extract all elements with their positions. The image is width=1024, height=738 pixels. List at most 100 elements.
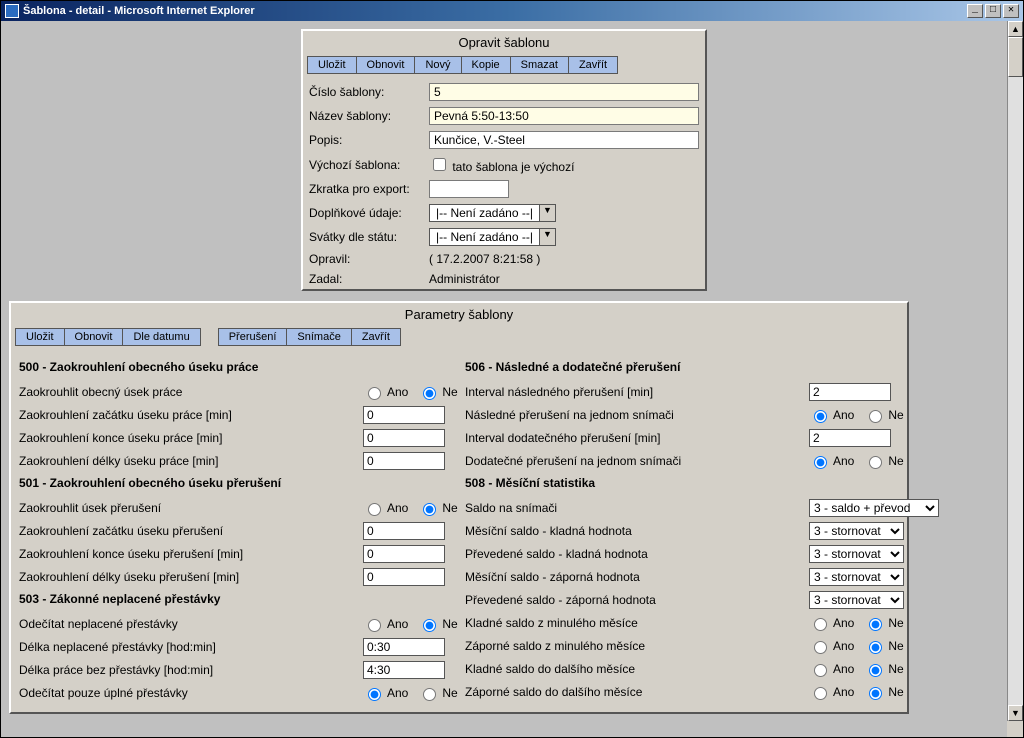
popis-input[interactable] <box>429 131 699 149</box>
r501a-label: Zaokrouhlit úsek přerušení <box>19 501 363 515</box>
r508f-label: Kladné saldo z minulého měsíce <box>465 616 809 630</box>
r508f-ne[interactable]: Ne <box>864 615 903 631</box>
params-title: Parametry šablony <box>11 303 907 328</box>
r503d-ne[interactable]: Ne <box>418 685 457 701</box>
r508i-label: Záporné saldo do dalšího měsíce <box>465 685 809 699</box>
viewport: Opravit šablonu Uložit Obnovit Nový Kopi… <box>1 21 1023 737</box>
r500d-input[interactable] <box>363 452 445 470</box>
zkratka-label: Zkratka pro export: <box>303 177 423 201</box>
r503a-ano[interactable]: Ano <box>363 616 408 632</box>
section-506: 506 - Následné a dodatečné přerušení <box>465 360 899 374</box>
r506d-ano[interactable]: Ano <box>809 453 854 469</box>
r508c-select[interactable]: 3 - stornovat <box>809 545 904 563</box>
params-save-button[interactable]: Uložit <box>15 328 65 346</box>
section-501: 501 - Zaokrouhlení obecného úseku přeruš… <box>19 476 453 490</box>
r506a-label: Interval následného přerušení [min] <box>465 385 809 399</box>
delete-button[interactable]: Smazat <box>510 56 569 74</box>
r506d-ne[interactable]: Ne <box>864 453 903 469</box>
r508i-ano[interactable]: Ano <box>809 684 854 700</box>
svatky-select[interactable]: |-- Není zadáno --| <box>429 228 540 246</box>
r508h-ano[interactable]: Ano <box>809 661 854 677</box>
vychozi-checkbox-wrap[interactable]: tato šablona je výchozí <box>429 160 574 174</box>
r506a-input[interactable] <box>809 383 891 401</box>
r501c-input[interactable] <box>363 545 445 563</box>
r506b-label: Následné přerušení na jednom snímači <box>465 408 809 422</box>
r508e-select[interactable]: 3 - stornovat <box>809 591 904 609</box>
r503a-ne[interactable]: Ne <box>418 616 457 632</box>
r506b-ne[interactable]: Ne <box>864 407 903 423</box>
r500b-input[interactable] <box>363 406 445 424</box>
vychozi-checkbox-label: tato šablona je výchozí <box>452 160 574 174</box>
r501a-ano[interactable]: Ano <box>363 500 408 516</box>
r501b-input[interactable] <box>363 522 445 540</box>
r500c-input[interactable] <box>363 429 445 447</box>
r506b-ano[interactable]: Ano <box>809 407 854 423</box>
r508g-ano[interactable]: Ano <box>809 638 854 654</box>
svatky-select-btn[interactable]: ▼ <box>540 228 556 246</box>
edit-form: Číslo šablony: Název šablony: Popis: Výc… <box>303 80 705 289</box>
edit-panel-title: Opravit šablonu <box>303 31 705 56</box>
vychozi-checkbox[interactable] <box>433 158 446 171</box>
vertical-scrollbar[interactable]: ▲ ▼ <box>1007 21 1023 721</box>
r508i-ne[interactable]: Ne <box>864 684 903 700</box>
r503c-label: Délka práce bez přestávky [hod:min] <box>19 663 363 677</box>
maximize-button[interactable]: □ <box>985 4 1001 18</box>
r506c-label: Interval dodatečného přerušení [min] <box>465 431 809 445</box>
nazev-label: Název šablony: <box>303 104 423 128</box>
r508b-label: Měsíční saldo - kladná hodnota <box>465 524 809 538</box>
left-column: 500 - Zaokrouhlení obecného úseku práce … <box>19 356 453 704</box>
r501a-ne[interactable]: Ne <box>418 500 457 516</box>
r508f-ano[interactable]: Ano <box>809 615 854 631</box>
r501d-input[interactable] <box>363 568 445 586</box>
params-bydate-button[interactable]: Dle datumu <box>122 328 200 346</box>
opravil-label: Opravil: <box>303 249 423 269</box>
params-refresh-button[interactable]: Obnovit <box>64 328 124 346</box>
params-close-button[interactable]: Zavřít <box>351 328 401 346</box>
scroll-thumb[interactable] <box>1008 37 1023 77</box>
refresh-button[interactable]: Obnovit <box>356 56 416 74</box>
r508a-label: Saldo na snímači <box>465 501 809 515</box>
params-preruseni-button[interactable]: Přerušení <box>218 328 288 346</box>
r503c-input[interactable] <box>363 661 445 679</box>
r508h-ne[interactable]: Ne <box>864 661 903 677</box>
r500a-ne[interactable]: Ne <box>418 384 457 400</box>
r500a-ano[interactable]: Ano <box>363 384 408 400</box>
right-column: 506 - Následné a dodatečné přerušení Int… <box>465 356 899 704</box>
new-button[interactable]: Nový <box>414 56 461 74</box>
window-title: Šablona - detail - Microsoft Internet Ex… <box>23 5 255 17</box>
scroll-up-icon[interactable]: ▲ <box>1008 21 1023 37</box>
r503d-ano[interactable]: Ano <box>363 685 408 701</box>
zkratka-input[interactable] <box>429 180 509 198</box>
edit-template-panel: Opravit šablonu Uložit Obnovit Nový Kopi… <box>301 29 707 291</box>
titlebar: Šablona - detail - Microsoft Internet Ex… <box>1 1 1023 21</box>
cislo-input[interactable] <box>429 83 699 101</box>
close-button[interactable]: ✕ <box>1003 4 1019 18</box>
r508g-label: Záporné saldo z minulého měsíce <box>465 639 809 653</box>
r503b-input[interactable] <box>363 638 445 656</box>
r508b-select[interactable]: 3 - stornovat <box>809 522 904 540</box>
r506c-input[interactable] <box>809 429 891 447</box>
opravil-value: ( 17.2.2007 8:21:58 ) <box>423 249 705 269</box>
r508c-label: Převedené saldo - kladná hodnota <box>465 547 809 561</box>
minimize-button[interactable]: _ <box>967 4 983 18</box>
r503b-label: Délka neplacené přestávky [hod:min] <box>19 640 363 654</box>
params-snimace-button[interactable]: Snímače <box>286 328 351 346</box>
copy-button[interactable]: Kopie <box>461 56 511 74</box>
r508d-select[interactable]: 3 - stornovat <box>809 568 904 586</box>
r508h-label: Kladné saldo do dalšího měsíce <box>465 662 809 676</box>
app-window: Šablona - detail - Microsoft Internet Ex… <box>0 0 1024 738</box>
scroll-down-icon[interactable]: ▼ <box>1008 705 1023 721</box>
r508d-label: Měsíční saldo - záporná hodnota <box>465 570 809 584</box>
edit-toolbar: Uložit Obnovit Nový Kopie Smazat Zavřít <box>303 56 705 80</box>
dopl-select-btn[interactable]: ▼ <box>540 204 556 222</box>
save-button[interactable]: Uložit <box>307 56 357 74</box>
close-edit-button[interactable]: Zavřít <box>568 56 618 74</box>
nazev-input[interactable] <box>429 107 699 125</box>
r508g-ne[interactable]: Ne <box>864 638 903 654</box>
cislo-label: Číslo šablony: <box>303 80 423 104</box>
dopl-select[interactable]: |-- Není zadáno --| <box>429 204 540 222</box>
r508e-label: Převedené saldo - záporná hodnota <box>465 593 809 607</box>
scroll-corner <box>1007 721 1023 737</box>
r508a-select[interactable]: 3 - saldo + převod <box>809 499 939 517</box>
section-503: 503 - Zákonné neplacené přestávky <box>19 592 453 606</box>
